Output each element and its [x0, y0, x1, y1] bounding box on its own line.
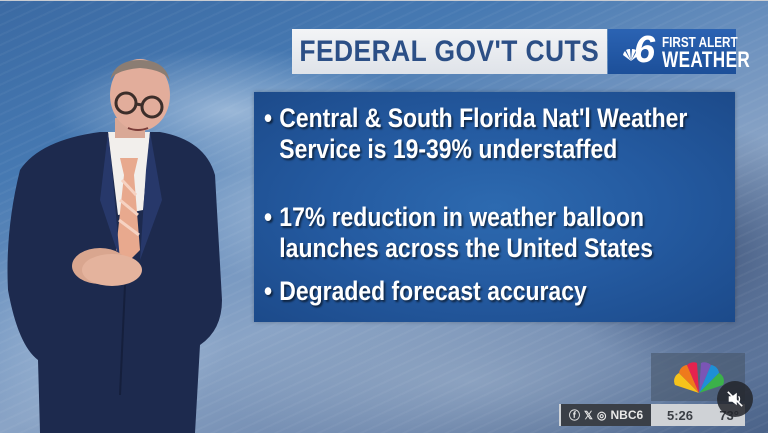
- brand-first-alert: FIRST ALERT: [662, 34, 738, 51]
- brand-weather: WEATHER: [662, 47, 751, 72]
- presenter-image: [7, 59, 222, 433]
- bullet-text-line1: Degraded forecast accuracy: [279, 276, 587, 306]
- clock-time: 5:26: [667, 407, 694, 423]
- ticker-bar: ⓕ 𝕏 ◎ NBC6 5:26 73°: [559, 404, 745, 426]
- facebook-icon: ⓕ: [569, 410, 580, 422]
- nbc6-first-alert-weather-logo: 6 FIRST ALERT WEATHER: [608, 29, 750, 74]
- bullet-panel: • Central & South Florida Nat'l Weather S…: [254, 92, 735, 322]
- mute-button[interactable]: [717, 381, 753, 417]
- bullet-item: • Degraded forecast accuracy: [264, 276, 727, 307]
- bullet-item: • 17% reduction in weather balloon launch…: [264, 202, 727, 264]
- social-handle: NBC6: [610, 408, 644, 422]
- x-icon: 𝕏: [584, 409, 593, 422]
- headline-text: FEDERAL GOV'T CUTS: [299, 34, 600, 68]
- bullet-text-line1: 17% reduction in weather balloon: [279, 202, 645, 232]
- headline-banner: FEDERAL GOV'T CUTS: [292, 29, 607, 74]
- social-handles: ⓕ 𝕏 ◎ NBC6: [559, 404, 651, 426]
- bullet-icon: •: [264, 202, 273, 232]
- bullet-text-line2: launches across the United States: [279, 233, 654, 263]
- instagram-icon: ◎: [596, 409, 607, 422]
- channel-number: 6: [634, 29, 656, 71]
- nbc-peacock-icon: [674, 362, 724, 393]
- bullet-text-line1: Central & South Florida Nat'l Weather: [279, 103, 688, 133]
- speaker-muted-icon: [727, 391, 743, 407]
- bullet-item: • Central & South Florida Nat'l Weather S…: [264, 103, 727, 165]
- bullet-text-line2: Service is 19-39% understaffed: [279, 134, 618, 164]
- bullet-icon: •: [264, 103, 273, 133]
- bullet-icon: •: [264, 276, 273, 306]
- top-border: [0, 0, 768, 1]
- peacock-icon: [623, 49, 639, 61]
